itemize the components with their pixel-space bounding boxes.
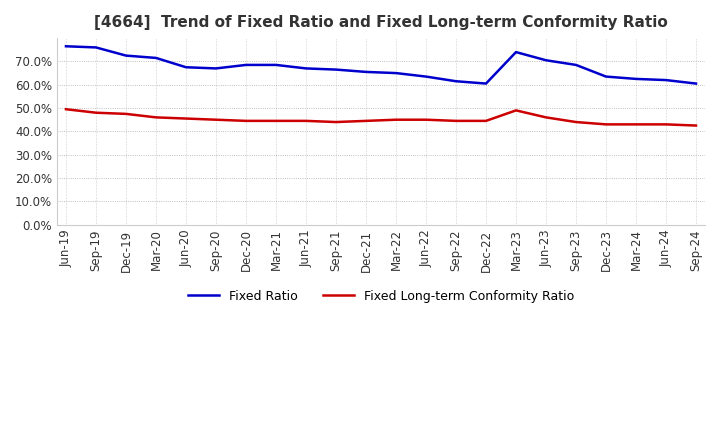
Fixed Ratio: [271, 62, 280, 68]
Fixed Long-term Conformity Ratio: [91, 110, 100, 115]
Fixed Ratio: [422, 74, 431, 79]
Fixed Long-term Conformity Ratio: [422, 117, 431, 122]
Title: [4664]  Trend of Fixed Ratio and Fixed Long-term Conformity Ratio: [4664] Trend of Fixed Ratio and Fixed Lo…: [94, 15, 668, 30]
Fixed Long-term Conformity Ratio: [662, 122, 670, 127]
Fixed Long-term Conformity Ratio: [631, 122, 640, 127]
Fixed Long-term Conformity Ratio: [602, 122, 611, 127]
Fixed Ratio: [242, 62, 251, 68]
Fixed Long-term Conformity Ratio: [181, 116, 190, 121]
Fixed Long-term Conformity Ratio: [482, 118, 490, 124]
Fixed Ratio: [91, 45, 100, 50]
Fixed Ratio: [212, 66, 220, 71]
Fixed Ratio: [392, 70, 400, 76]
Fixed Long-term Conformity Ratio: [541, 115, 550, 120]
Fixed Ratio: [662, 77, 670, 83]
Fixed Long-term Conformity Ratio: [392, 117, 400, 122]
Fixed Ratio: [692, 81, 701, 86]
Fixed Long-term Conformity Ratio: [512, 108, 521, 113]
Fixed Long-term Conformity Ratio: [242, 118, 251, 124]
Fixed Long-term Conformity Ratio: [122, 111, 130, 117]
Fixed Long-term Conformity Ratio: [572, 119, 580, 125]
Line: Fixed Long-term Conformity Ratio: Fixed Long-term Conformity Ratio: [66, 109, 696, 125]
Fixed Ratio: [152, 55, 161, 61]
Fixed Long-term Conformity Ratio: [271, 118, 280, 124]
Fixed Long-term Conformity Ratio: [152, 115, 161, 120]
Fixed Long-term Conformity Ratio: [451, 118, 460, 124]
Fixed Ratio: [302, 66, 310, 71]
Fixed Ratio: [451, 79, 460, 84]
Fixed Long-term Conformity Ratio: [212, 117, 220, 122]
Fixed Ratio: [631, 76, 640, 81]
Fixed Ratio: [482, 81, 490, 86]
Fixed Ratio: [512, 49, 521, 55]
Line: Fixed Ratio: Fixed Ratio: [66, 46, 696, 84]
Fixed Long-term Conformity Ratio: [62, 106, 71, 112]
Fixed Ratio: [332, 67, 341, 72]
Legend: Fixed Ratio, Fixed Long-term Conformity Ratio: Fixed Ratio, Fixed Long-term Conformity …: [183, 285, 580, 308]
Fixed Long-term Conformity Ratio: [302, 118, 310, 124]
Fixed Ratio: [181, 65, 190, 70]
Fixed Ratio: [602, 74, 611, 79]
Fixed Long-term Conformity Ratio: [332, 119, 341, 125]
Fixed Ratio: [572, 62, 580, 68]
Fixed Long-term Conformity Ratio: [361, 118, 370, 124]
Fixed Ratio: [541, 58, 550, 63]
Fixed Ratio: [361, 69, 370, 74]
Fixed Ratio: [122, 53, 130, 58]
Fixed Long-term Conformity Ratio: [692, 123, 701, 128]
Fixed Ratio: [62, 44, 71, 49]
